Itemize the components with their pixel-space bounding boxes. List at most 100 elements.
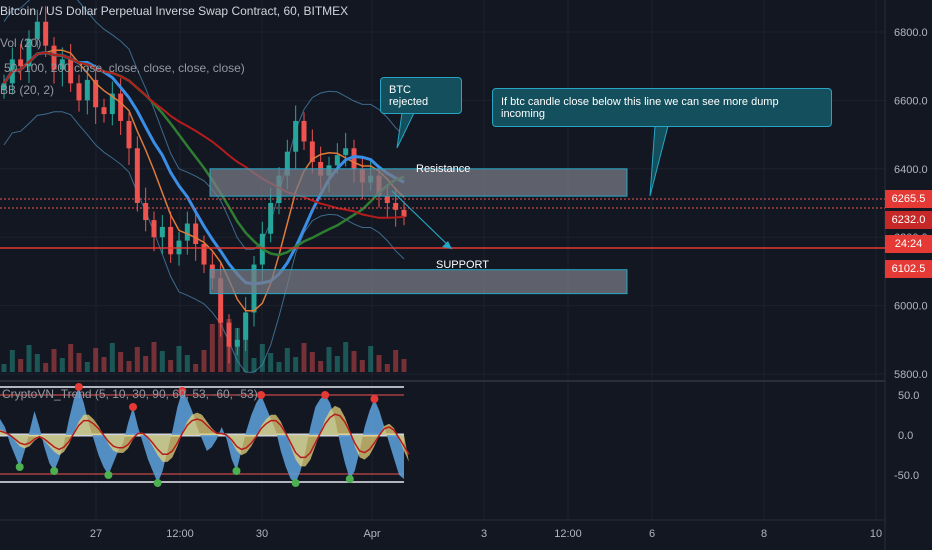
volume-bar [251, 358, 257, 372]
legend-volume: Vol (20) [0, 36, 42, 50]
forecast-arrow-line [391, 190, 453, 250]
volume-bar [334, 356, 340, 372]
candle-body [243, 312, 249, 340]
callout-btc-rejected[interactable]: BTC rejected [380, 77, 462, 114]
time-tick-label: Apr [363, 528, 380, 540]
callout-pointer-rejected [396, 112, 415, 149]
candle-body [309, 141, 315, 162]
chart-title: Bitcoin / US Dollar Perpetual Inverse Sw… [0, 4, 349, 18]
price-tick-label: 5800.0 [894, 369, 928, 381]
volume-bar [59, 358, 65, 372]
candle-body [201, 244, 207, 265]
time-tick-label: 12:00 [554, 528, 582, 540]
osc-signal-line [0, 413, 410, 459]
price-tick-label: 6800.0 [894, 27, 928, 39]
forecast-arrow-head [442, 241, 452, 249]
candle-body [34, 21, 40, 39]
candle-body [26, 38, 32, 67]
volume-bar [159, 351, 165, 372]
volume-bar [109, 343, 115, 372]
volume-bar [376, 355, 382, 372]
volume-bar [318, 361, 324, 372]
time-tick-label: 30 [256, 528, 268, 540]
bollinger-lower [3, 111, 405, 373]
osc-peak-dot [74, 383, 83, 391]
volume-bar [209, 324, 215, 372]
volume-bar [93, 348, 99, 372]
volume-bar [401, 359, 407, 372]
price-zones [209, 168, 628, 295]
candle-body [118, 93, 124, 121]
candle-body [193, 223, 199, 245]
volume-bar [301, 343, 307, 372]
price-tick-label: 6600.0 [894, 95, 928, 107]
volume-bar [359, 360, 365, 372]
resistance-label: Resistance [416, 163, 471, 175]
volume-bar [168, 360, 174, 372]
volume-bar [393, 350, 399, 372]
osc-signal-area [0, 405, 409, 467]
volume-bar [101, 357, 107, 372]
volume-bar [1, 364, 7, 372]
volume-bar [134, 347, 140, 372]
osc-trough-dot [153, 479, 162, 487]
candle-body [351, 148, 357, 169]
osc-peak-dot [370, 395, 379, 403]
volume-bar [276, 362, 282, 372]
osc-peak-dot [178, 387, 187, 395]
countdown-tag: 24:24 [885, 235, 932, 253]
callout-pointer-dump [649, 125, 669, 197]
osc-trough-dot [15, 463, 24, 471]
price-lines [0, 198, 885, 249]
candle-body [151, 220, 157, 238]
candle-body [168, 226, 174, 255]
osc-trough-dot [291, 479, 300, 487]
candle-body [76, 83, 82, 101]
volume-bars [1, 310, 407, 372]
time-tick-label: 6 [649, 528, 655, 540]
candle-body [226, 322, 232, 347]
time-tick-label: 27 [90, 528, 102, 540]
candle-body [51, 45, 57, 70]
candle-body [68, 59, 74, 84]
osc-tick-label: 50.0 [898, 390, 919, 402]
osc-trough-dot [345, 475, 354, 483]
volume-bar [201, 350, 207, 372]
volume-bar [343, 342, 349, 372]
osc-tick-label: 0.0 [898, 430, 913, 442]
osc-trough-dot [50, 467, 59, 475]
candle-body [301, 120, 307, 142]
time-tick-label: 8 [761, 528, 767, 540]
volume-bar [51, 349, 57, 372]
volume-bar [76, 353, 82, 372]
volume-bar [9, 350, 15, 372]
volume-bar [18, 359, 24, 372]
candle-body [109, 93, 115, 115]
volume-bar [151, 342, 157, 372]
volume-bar [34, 354, 40, 372]
osc-tick-label: -50.0 [894, 470, 919, 482]
volume-bar [126, 361, 132, 372]
volume-bar [68, 344, 74, 372]
oscillator-pane [0, 383, 410, 487]
candle-body [234, 339, 240, 347]
legend-bollinger: BB (20, 2) [0, 83, 55, 97]
candle-body [43, 21, 49, 46]
volume-bar [184, 355, 190, 372]
legend-oscillator: CryptoVN_Trend (5, 10, 30, 90, 60, 53, -… [2, 387, 258, 401]
candle-body [393, 203, 399, 210]
support-label: SUPPORT [436, 259, 489, 271]
volume-bar [84, 362, 90, 372]
candle-body [126, 120, 132, 149]
legend-moving-averages: 50, 100, 200 close, close, close, close,… [4, 61, 245, 75]
volume-bar [293, 357, 299, 372]
candle-body [268, 203, 274, 234]
support-zone [209, 269, 628, 295]
bollinger-bands [3, 0, 405, 373]
callout-dump-note[interactable]: If btc candle close below this line we c… [492, 88, 832, 127]
osc-trough-dot [104, 471, 113, 479]
candle-body [18, 59, 24, 67]
bollinger-upper [3, 0, 405, 250]
candle-body [334, 155, 340, 166]
